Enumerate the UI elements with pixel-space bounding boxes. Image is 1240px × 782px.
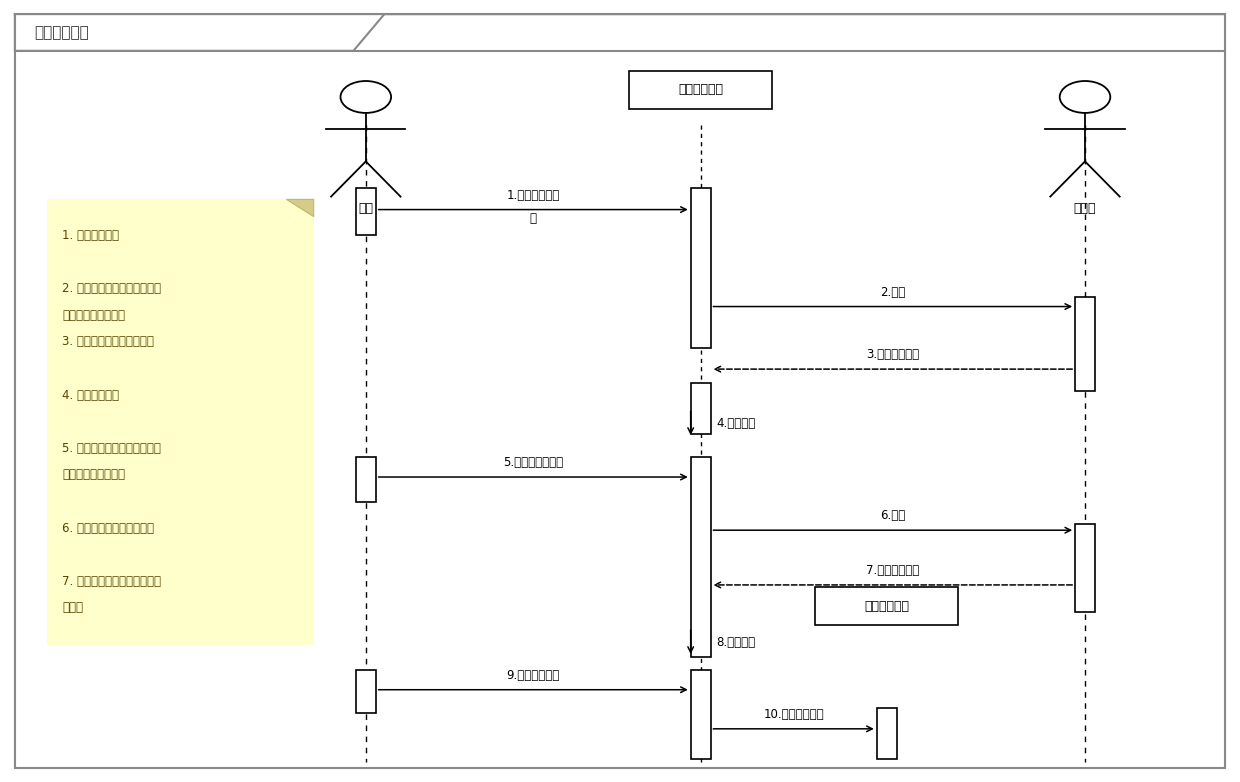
Text: 客户: 客户 (358, 202, 373, 215)
Text: 情页面: 情页面 (62, 601, 83, 615)
Bar (47, 199, 314, 645)
Bar (816, 587, 957, 625)
Circle shape (1060, 81, 1110, 113)
Text: 商圈，搜索相关酒店: 商圈，搜索相关酒店 (62, 309, 125, 322)
Bar (356, 670, 376, 713)
Bar (691, 670, 711, 759)
Text: 2. 客户通过填写，明确地址和: 2. 客户通过填写，明确地址和 (62, 282, 161, 296)
Text: 获取酒店信息: 获取酒店信息 (35, 25, 89, 41)
Bar (691, 457, 711, 657)
Text: 5.选择地址、商圈: 5.选择地址、商圈 (503, 456, 563, 469)
Bar (877, 708, 897, 759)
Text: 6.查询: 6.查询 (880, 509, 905, 522)
Text: 4. 选择搜索模式: 4. 选择搜索模式 (62, 389, 119, 402)
Bar (356, 188, 376, 235)
Text: 7.相关酒店信息: 7.相关酒店信息 (867, 564, 919, 577)
Text: 3.所有酒店列表: 3.所有酒店列表 (867, 348, 919, 361)
Text: 5. 客户通过选择，明确地址和: 5. 客户通过选择，明确地址和 (62, 442, 161, 455)
Text: 8.列表显示: 8.列表显示 (717, 636, 756, 648)
Polygon shape (286, 199, 314, 217)
Text: 10.展示酒店详情: 10.展示酒店详情 (764, 708, 823, 721)
Bar (629, 71, 771, 109)
Bar (691, 383, 711, 434)
Bar (356, 457, 376, 502)
Text: 2.查询: 2.查询 (880, 285, 905, 299)
Circle shape (341, 81, 391, 113)
Bar (1075, 297, 1095, 391)
Bar (691, 188, 711, 348)
Text: 商圈，搜索相关酒店: 商圈，搜索相关酒店 (62, 468, 125, 482)
Text: 4.列表显示: 4.列表显示 (717, 417, 756, 429)
Text: 9.选择酒店查看: 9.选择酒店查看 (507, 669, 559, 682)
Bar (1075, 524, 1095, 612)
Text: 1.填写地址商圈: 1.填写地址商圈 (507, 188, 559, 202)
Text: 1. 填写搜索模式: 1. 填写搜索模式 (62, 229, 119, 242)
Text: 7. 选择酒店查看，展示酒店详: 7. 选择酒店查看，展示酒店详 (62, 575, 161, 588)
Text: 酒店库: 酒店库 (1074, 202, 1096, 215)
Text: 酒店展示页面: 酒店展示页面 (678, 84, 723, 96)
Text: 息: 息 (529, 212, 537, 225)
Text: 酒店详情页面: 酒店详情页面 (864, 600, 909, 612)
Text: 6. 系统显示相关酒店的列表: 6. 系统显示相关酒店的列表 (62, 522, 154, 535)
Text: 3. 系统显示相关酒店的列表: 3. 系统显示相关酒店的列表 (62, 335, 154, 349)
